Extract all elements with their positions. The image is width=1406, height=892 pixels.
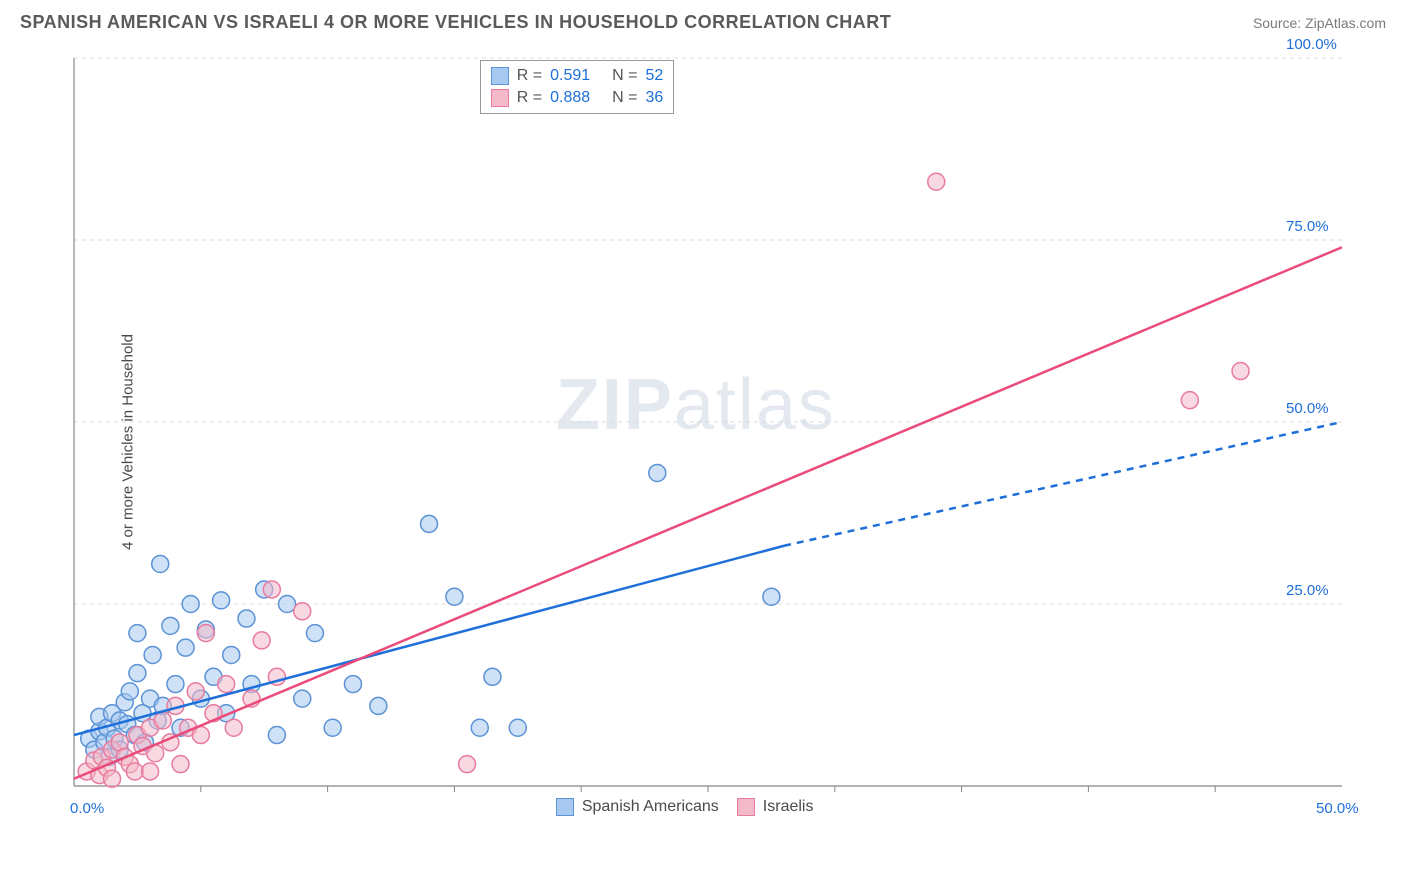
r-label: R =	[517, 67, 542, 85]
legend-item: Israelis	[737, 798, 814, 816]
n-value: 36	[645, 89, 663, 107]
n-label: N =	[612, 67, 637, 85]
source-name: ZipAtlas.com	[1305, 15, 1386, 31]
y-tick-label: 25.0%	[1286, 582, 1329, 599]
n-value: 52	[645, 67, 663, 85]
legend-swatch	[491, 67, 509, 85]
n-label: N =	[612, 89, 637, 107]
legend-swatch	[556, 798, 574, 816]
y-tick-label: 75.0%	[1286, 218, 1329, 235]
r-value: 0.888	[550, 89, 604, 107]
legend-item: Spanish Americans	[556, 798, 719, 816]
series-legend: Spanish Americans Israelis	[556, 798, 814, 816]
source-prefix: Source:	[1253, 15, 1305, 31]
correlation-stats-box: R = 0.591 N = 52 R = 0.888 N = 36	[480, 60, 674, 114]
r-label: R =	[517, 89, 542, 107]
y-tick-label: 100.0%	[1286, 36, 1337, 53]
scatter-plot	[50, 52, 1386, 832]
legend-label: Israelis	[763, 798, 814, 816]
chart-title: SPANISH AMERICAN VS ISRAELI 4 OR MORE VE…	[20, 12, 891, 33]
correlation-row: R = 0.888 N = 36	[491, 87, 663, 109]
r-value: 0.591	[550, 67, 604, 85]
source-attribution: Source: ZipAtlas.com	[1253, 15, 1386, 31]
chart-container: 4 or more Vehicles in Household ZIPatlas…	[50, 52, 1386, 832]
correlation-row: R = 0.591 N = 52	[491, 65, 663, 87]
x-tick-label: 0.0%	[70, 800, 104, 817]
legend-swatch	[491, 89, 509, 107]
legend-swatch	[737, 798, 755, 816]
legend-label: Spanish Americans	[582, 798, 719, 816]
y-tick-label: 50.0%	[1286, 400, 1329, 417]
x-tick-label: 50.0%	[1316, 800, 1359, 817]
